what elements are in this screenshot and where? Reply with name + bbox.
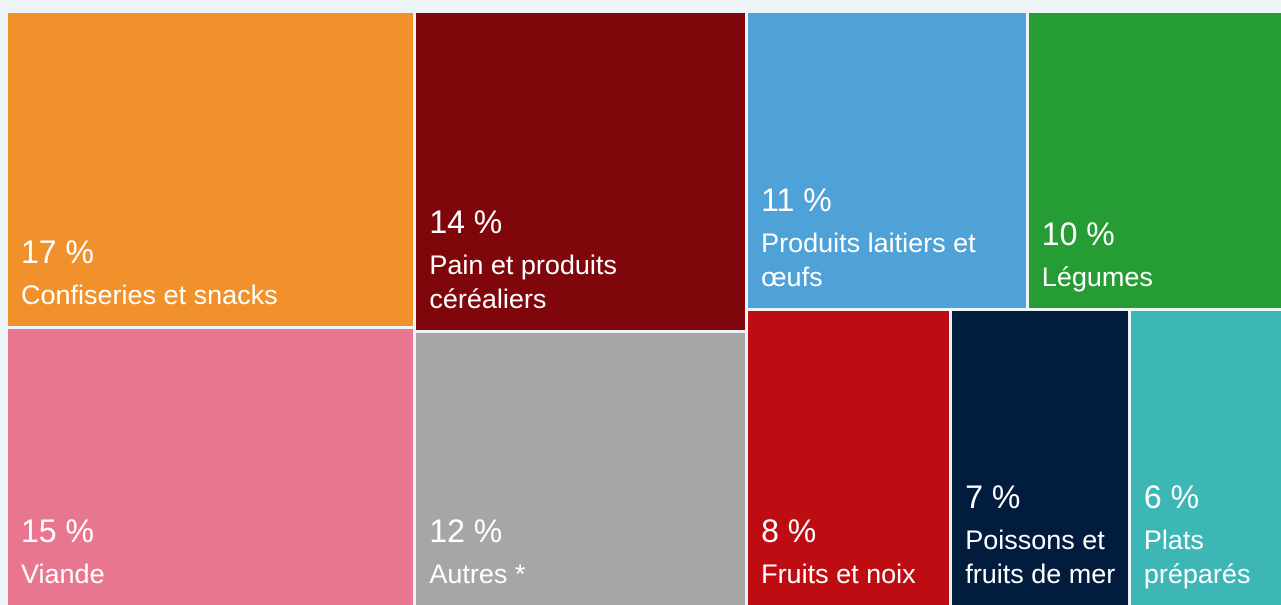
value-label: 15 % — [21, 513, 94, 549]
category-label: Fruits et noix — [761, 559, 916, 589]
treemap-cell: 8 % Fruits et noix — [748, 310, 950, 605]
treemap-cell: 6 % Plats préparés — [1130, 310, 1281, 605]
category-label: Plats préparés — [1143, 525, 1251, 589]
category-label: Autres * — [429, 558, 526, 589]
value-label: 11 % — [761, 181, 832, 218]
value-label: 17 % — [21, 234, 94, 271]
category-label: Viande — [21, 559, 105, 589]
value-label: 14 % — [429, 204, 503, 241]
treemap-cell: 11 % Produits laitiers et œufs — [748, 13, 1026, 308]
value-label: 8 % — [761, 513, 817, 549]
category-label: Confiseries et snacks — [21, 280, 278, 311]
value-label: 7 % — [965, 479, 1021, 515]
treemap-cell: 10 % Légumes — [1028, 13, 1281, 308]
treemap-cell: 15 % Viande — [8, 329, 414, 605]
category-label: Pain et produits céréaliers — [429, 250, 617, 315]
treemap-cell: 7 % Poissons et fruits de mer — [952, 310, 1128, 605]
treemap-cell: 14 % Pain et produits céréaliers — [416, 13, 746, 331]
category-label: Poissons et fruits de mer — [965, 525, 1116, 589]
treemap-cell: 12 % Autres * — [416, 333, 746, 605]
value-label: 6 % — [1143, 479, 1200, 515]
category-label: Produits laitiers et œufs — [761, 227, 976, 292]
value-label: 12 % — [429, 512, 503, 549]
value-label: 10 % — [1041, 215, 1115, 252]
category-label: Légumes — [1041, 261, 1153, 292]
treemap-cell: 17 % Confiseries et snacks — [8, 13, 414, 327]
